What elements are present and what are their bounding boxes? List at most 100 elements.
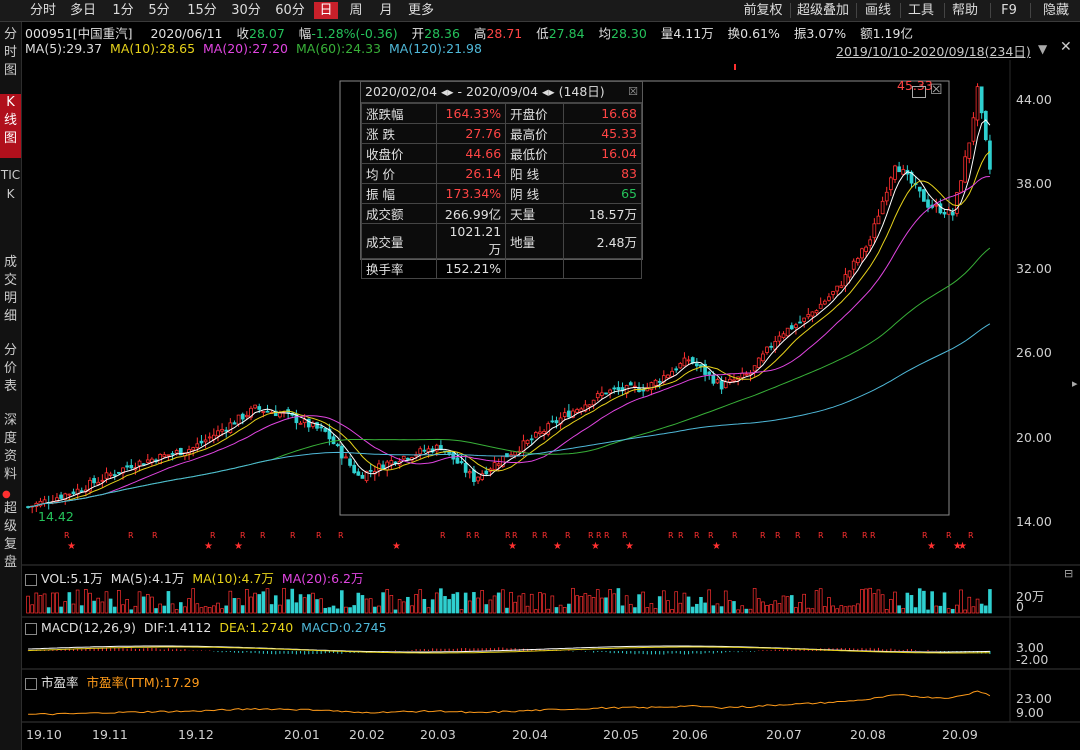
tab-30min[interactable]: 30分 xyxy=(231,3,261,18)
tab-1min[interactable]: 1分 xyxy=(112,3,134,18)
svg-text:R: R xyxy=(818,531,824,540)
svg-text:★: ★ xyxy=(234,541,243,552)
tab-60min[interactable]: 60分 xyxy=(275,3,305,18)
svg-text:R: R xyxy=(440,531,446,540)
svg-text:R: R xyxy=(668,531,674,540)
svg-text:R: R xyxy=(622,531,628,540)
svg-text:★: ★ xyxy=(625,541,634,552)
svg-text:R: R xyxy=(474,531,480,540)
svg-text:R: R xyxy=(604,531,610,540)
ma120-label: MA(120):21.98 xyxy=(388,41,482,56)
svg-text:R: R xyxy=(466,531,472,540)
date-tick: 20.06 xyxy=(672,727,708,742)
pe-axis-tick: 9.00 xyxy=(1016,705,1044,720)
f9-button[interactable]: F9 xyxy=(1001,3,1017,18)
expand-arrow-icon[interactable]: ▸ xyxy=(1072,377,1078,390)
svg-text:R: R xyxy=(240,531,246,540)
adjust-button[interactable]: 前复权 xyxy=(743,3,783,18)
price-tick: 38.00 xyxy=(1016,176,1052,191)
nav-intraday-chart[interactable]: 分时图 xyxy=(3,27,17,78)
collapse-icon[interactable] xyxy=(25,677,37,690)
hide-button[interactable]: 隐藏 xyxy=(1042,3,1069,18)
tab-weekly[interactable]: 周 xyxy=(349,3,363,18)
svg-text:R: R xyxy=(694,531,700,540)
date-tick: 20.03 xyxy=(420,727,456,742)
stock-code-name: 000951[中国重汽] xyxy=(25,26,133,41)
maximize-icon[interactable] xyxy=(912,86,926,98)
nav-super-review[interactable]: 超级复盘 xyxy=(3,501,17,570)
date-tick: 20.08 xyxy=(850,727,886,742)
date-tick: 19.10 xyxy=(26,727,62,742)
nav-tick[interactable]: TICK xyxy=(0,168,21,201)
close-icon[interactable]: ☒ xyxy=(930,82,943,98)
collapse-icon[interactable] xyxy=(25,573,37,586)
svg-text:R: R xyxy=(922,531,928,540)
draw-line-button[interactable]: 画线 xyxy=(864,3,891,18)
ma5-label: MA(5):29.37 xyxy=(25,41,103,56)
svg-text:★: ★ xyxy=(553,541,562,552)
nav-price-table[interactable]: 分价表 xyxy=(3,343,17,394)
tab-intraday[interactable]: 分时 xyxy=(29,3,56,18)
svg-text:R: R xyxy=(968,531,974,540)
chevron-down-icon[interactable]: ▼ xyxy=(1038,42,1048,56)
date-tick: 19.12 xyxy=(178,727,214,742)
svg-text:R: R xyxy=(128,531,134,540)
close-icon[interactable]: ☒ xyxy=(628,85,638,98)
svg-text:R: R xyxy=(946,531,952,540)
overlay-button[interactable]: 超级叠加 xyxy=(796,3,849,18)
date-tick: 20.04 xyxy=(512,727,548,742)
quote-line: 000951[中国重汽] 2020/06/11 收28.07 幅-1.28%(-… xyxy=(25,26,913,41)
svg-text:R: R xyxy=(775,531,781,540)
macd-dea: DEA:1.2740 xyxy=(219,620,294,635)
svg-text:R: R xyxy=(678,531,684,540)
price-tick: 20.00 xyxy=(1016,430,1052,445)
pe-title: 市盈率 xyxy=(40,675,79,690)
date-tick: 20.09 xyxy=(942,727,978,742)
settings-icon[interactable]: ⊟ xyxy=(1064,567,1074,580)
tab-more[interactable]: 更多 xyxy=(407,3,434,18)
svg-text:★: ★ xyxy=(392,541,401,552)
svg-text:R: R xyxy=(290,531,296,540)
date-tick: 20.05 xyxy=(603,727,639,742)
svg-text:R: R xyxy=(542,531,548,540)
indicator-dot-icon: ● xyxy=(2,489,11,500)
macd-dif: DIF:1.4112 xyxy=(143,620,212,635)
close-price: 28.07 xyxy=(249,26,285,41)
change-value: -1.28%(-0.36) xyxy=(311,26,398,41)
svg-text:★: ★ xyxy=(927,541,936,552)
open-price: 28.36 xyxy=(424,26,460,41)
volume-legend: VOL:5.1万 MA(5):4.1万 MA(10):4.7万 MA(20):6… xyxy=(25,568,364,587)
svg-text:R: R xyxy=(316,531,322,540)
svg-text:R: R xyxy=(210,531,216,540)
quote-date: 2020/06/11 xyxy=(150,26,223,41)
svg-text:★: ★ xyxy=(508,541,517,552)
ma60-label: MA(60):24.33 xyxy=(296,41,381,56)
help-button[interactable]: 帮助 xyxy=(951,3,978,18)
tab-monthly[interactable]: 月 xyxy=(379,3,393,18)
nav-trade-detail[interactable]: 成交明细 xyxy=(3,255,17,324)
tab-15min[interactable]: 15分 xyxy=(187,3,217,18)
avg-price: 28.30 xyxy=(611,26,647,41)
svg-text:★: ★ xyxy=(67,541,76,552)
svg-text:R: R xyxy=(532,531,538,540)
amplitude-value: 3.07% xyxy=(806,26,847,41)
selection-box xyxy=(339,80,950,516)
pe-legend: 市盈率 市盈率(TTM):17.29 xyxy=(25,672,200,691)
tab-5min[interactable]: 5分 xyxy=(148,3,170,18)
tab-daily[interactable]: 日 xyxy=(314,2,338,19)
amount-value: 1.19亿 xyxy=(872,26,913,41)
macd-axis-tick: 3.00 xyxy=(1016,640,1044,655)
nav-deep-data[interactable]: 深度资料 xyxy=(3,413,17,482)
date-tick: 20.02 xyxy=(349,727,385,742)
svg-text:R: R xyxy=(732,531,738,540)
nav-kline-chart[interactable]: K线图 xyxy=(0,94,21,158)
tab-multiday[interactable]: 多日 xyxy=(69,3,96,18)
close-icon[interactable]: ✕ xyxy=(1060,39,1072,55)
high-price: 28.71 xyxy=(486,26,523,41)
date-range[interactable]: 2019/10/10-2020/09/18(234日) xyxy=(836,44,1031,59)
low-marker: 14.42 xyxy=(38,509,74,524)
vol-axis-tick: 0 xyxy=(1016,599,1024,614)
tools-button[interactable]: 工具 xyxy=(907,3,934,18)
collapse-icon[interactable] xyxy=(25,622,37,635)
svg-text:R: R xyxy=(565,531,571,540)
